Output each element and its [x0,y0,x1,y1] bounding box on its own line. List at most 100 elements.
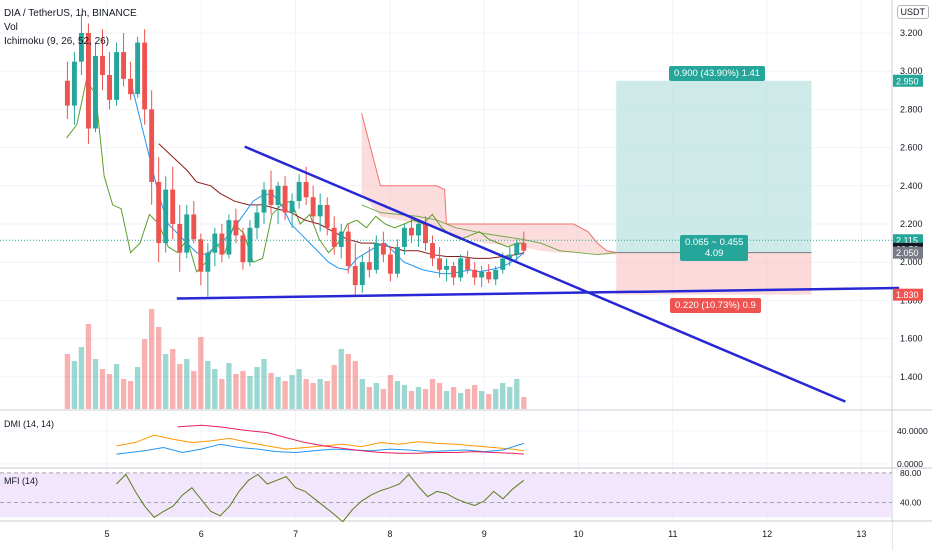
volume-bar [366,387,372,409]
volume-bar [422,389,429,409]
price-axis-tick-label: 1.400 [900,372,923,382]
trendline-support [176,286,900,300]
candle-body [380,243,386,255]
candle-body [78,33,84,62]
candle-body [331,227,337,247]
dmi-legend[interactable]: DMI (14, 14) [4,419,55,429]
candle-body [268,189,274,205]
candle-body [338,231,344,247]
time-axis-tick-label: 10 [573,529,583,539]
volume-bar [141,339,148,409]
price-mark-label: 1.830 [896,290,919,300]
target-zone [616,80,812,253]
candle-body [423,224,428,244]
volume-bar [282,381,288,409]
volume-bar [380,389,387,409]
volume-bar [450,387,457,409]
candle-body [289,201,295,213]
target-label: 0.900 (43.90%) 1.41 [669,65,766,81]
volume-bar [394,381,401,409]
candle-body [156,181,162,244]
candle-body [205,252,211,272]
volume-bar [457,393,464,409]
price-axis-tick-label: 1.600 [900,334,923,344]
volume-bar [106,374,113,409]
candle-body [366,262,372,270]
volume-bar [85,324,92,409]
time-axis-tick-label: 13 [856,529,866,539]
dmi-plus-di-line [116,442,524,455]
price-axis-tick-label: 2.400 [900,181,923,191]
ichimoku-leading-span-a [361,113,617,254]
mfi-axis-tick-label: 40.00 [900,498,922,508]
candle-body [401,227,407,247]
volume-bar [500,383,506,409]
risk-reward-range: 0.065 ~ 0.455 [685,236,744,248]
candle-body [247,227,253,263]
price-mark-box [893,74,923,87]
price-mark-box [893,246,923,259]
volume-bar [261,359,267,409]
volume-bar [373,383,380,409]
time-axis-tick-label: 8 [387,529,392,539]
mfi-line [116,473,525,523]
volume-bar [78,347,85,409]
candle-body [394,246,400,274]
volume-bar [240,371,246,409]
ichimoku-legend[interactable]: Ichimoku (9, 26, 52, 26) [4,36,110,47]
volume-bar [247,376,253,409]
volume-bar [64,354,71,409]
stop-label: 0.220 (10.73%) 0.9 [670,297,761,313]
volume-bar [514,379,520,409]
volume-bar [71,361,78,409]
volume-bar [120,379,127,409]
candle-body [226,220,232,255]
candle-body [93,55,98,129]
candle-body [458,258,464,278]
mfi-band [0,472,892,518]
time-axis-tick-label: 9 [482,529,487,539]
volume-bar [471,385,478,409]
symbol-title[interactable]: DIA / TetherUS, 1h, BINANCE [4,8,137,19]
price-axis-tick-label: 2.200 [900,219,923,229]
volume-bar [191,371,197,409]
trendline-descending [244,145,846,403]
volume-bar [233,374,239,409]
volume-bar [296,369,302,409]
mfi-legend[interactable]: MFI (14) [4,476,39,486]
candle-body [387,254,393,274]
volume-bar [156,327,162,409]
volume-bar [226,363,232,409]
volume-bar [479,391,485,409]
volume-legend[interactable]: Vol [4,22,18,33]
volume-bar [148,309,155,409]
candle-body [437,258,443,270]
candle-body [486,271,492,280]
volume-bar [99,369,106,409]
volume-bar [184,359,190,409]
candle-body [373,243,379,270]
dmi-axis-tick-label: 40.0000 [897,426,928,436]
volume-bar [338,349,344,409]
volume-bar [464,389,471,409]
currency-button[interactable]: USDT [896,5,929,19]
candle-body [212,233,218,253]
volume-bar [170,349,176,409]
time-axis-tick-label: 7 [293,529,298,539]
price-axis-tick-label: 2.600 [900,143,923,153]
time-axis-tick-label: 11 [668,529,677,539]
candle-body [121,52,127,79]
candle-body [64,80,70,106]
candle-body [142,42,148,110]
volume-bar [324,381,330,409]
candle-body [275,185,281,205]
candle-body [86,33,91,129]
volume-bar [345,354,351,409]
volume-bar [521,397,527,409]
price-mark-label: 2.115 [896,236,918,246]
volume-bar [289,375,295,409]
volume-bar [163,354,169,409]
mfi-axis-tick-label: 80.00 [900,468,922,478]
